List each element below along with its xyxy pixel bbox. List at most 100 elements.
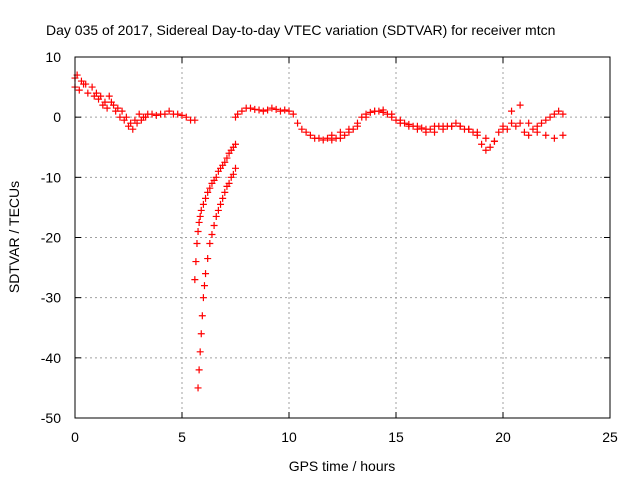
data-point	[191, 116, 199, 124]
data-point	[336, 128, 344, 136]
data-point	[194, 384, 202, 392]
data-point	[422, 128, 430, 136]
data-point	[465, 125, 473, 133]
data-point	[319, 136, 327, 144]
data-point	[229, 170, 237, 178]
data-point	[431, 128, 439, 136]
data-point	[199, 294, 207, 302]
data-point	[366, 108, 374, 116]
data-point	[200, 282, 208, 290]
data-point	[341, 131, 349, 139]
data-point	[499, 125, 507, 133]
data-point	[174, 110, 182, 118]
data-point	[473, 128, 481, 136]
data-point	[84, 89, 92, 97]
series-4	[328, 101, 567, 145]
data-point	[315, 134, 323, 142]
data-point	[542, 131, 550, 139]
data-point	[199, 200, 207, 208]
data-point	[490, 137, 498, 145]
data-point	[194, 227, 202, 235]
data-point	[550, 134, 558, 142]
data-point	[195, 218, 203, 226]
data-point	[232, 140, 239, 148]
data-point	[202, 270, 210, 278]
data-point	[161, 110, 169, 118]
data-point	[208, 230, 216, 238]
data-point	[538, 119, 546, 127]
data-point	[197, 206, 205, 214]
data-point	[533, 122, 541, 130]
data-point	[259, 107, 267, 115]
plot-frame	[74, 56, 611, 419]
data-point	[396, 116, 404, 124]
data-point	[448, 122, 456, 130]
data-point	[197, 330, 205, 338]
data-point	[525, 131, 533, 139]
data-point	[195, 366, 203, 374]
data-point	[137, 116, 145, 124]
grid-lines	[75, 57, 610, 418]
data-point	[362, 113, 370, 121]
data-point	[276, 107, 284, 115]
data-points	[71, 71, 567, 392]
data-point	[135, 110, 143, 118]
data-point	[198, 312, 206, 320]
data-point	[439, 125, 447, 133]
data-point	[221, 188, 229, 196]
data-point	[525, 119, 533, 127]
data-point	[232, 164, 239, 172]
data-point	[196, 212, 204, 220]
data-point	[379, 106, 387, 114]
data-point	[264, 106, 272, 114]
data-point	[99, 101, 107, 109]
data-point	[285, 107, 293, 115]
data-point	[178, 111, 186, 119]
data-point	[75, 86, 83, 94]
data-point	[268, 104, 276, 112]
data-point	[272, 105, 280, 113]
chart-title: Day 035 of 2017, Sidereal Day-to-day VTE…	[46, 22, 555, 38]
data-point	[204, 188, 212, 196]
data-point	[559, 131, 567, 139]
data-point	[413, 125, 421, 133]
data-point	[165, 107, 173, 115]
data-point	[353, 122, 361, 130]
data-point	[255, 106, 263, 114]
data-point	[133, 119, 141, 127]
y-tick-label: -10	[41, 169, 61, 185]
data-point	[281, 106, 289, 114]
data-point	[193, 240, 201, 248]
data-point	[125, 122, 132, 130]
data-point	[516, 101, 524, 109]
data-point	[206, 184, 214, 192]
data-point	[142, 113, 150, 121]
x-axis-label: GPS time / hours	[289, 458, 396, 474]
data-point	[302, 128, 310, 136]
x-tick-label: 0	[71, 429, 79, 445]
data-point	[294, 119, 302, 127]
data-point	[219, 194, 227, 202]
data-point	[516, 119, 524, 127]
data-point	[542, 116, 550, 124]
data-point	[482, 146, 490, 154]
data-point	[426, 125, 434, 133]
data-point	[405, 122, 413, 130]
data-point	[508, 107, 516, 115]
data-point	[328, 131, 336, 139]
data-point	[204, 255, 212, 263]
series-3	[232, 104, 567, 154]
data-point	[129, 125, 137, 133]
data-point	[546, 113, 554, 121]
data-point	[210, 221, 218, 229]
data-point	[401, 119, 409, 127]
data-point	[182, 113, 190, 121]
data-point	[118, 107, 126, 115]
data-point	[192, 258, 200, 266]
data-point	[221, 158, 229, 166]
data-point	[486, 143, 494, 151]
data-point	[508, 119, 516, 127]
data-point	[112, 107, 120, 115]
data-point	[95, 95, 103, 103]
